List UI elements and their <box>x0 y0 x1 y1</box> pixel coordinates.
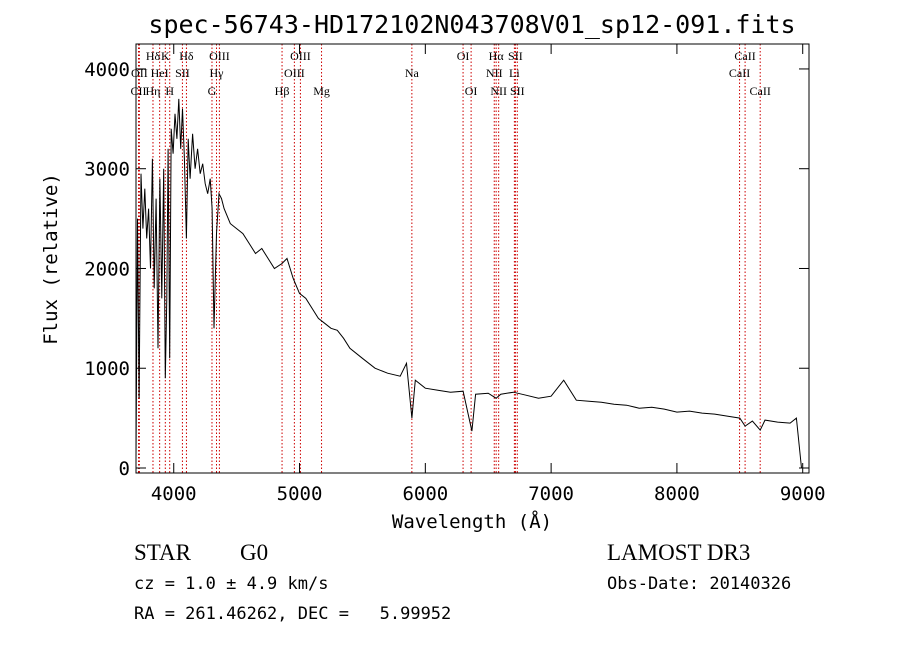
obs-date: Obs-Date: 20140326 <box>607 574 791 594</box>
line-marker-label-0: Hδ <box>146 49 161 63</box>
redshift-cz: cz = 1.0 ± 4.9 km/s <box>134 574 328 594</box>
y-tick-label-3: 3000 <box>84 159 130 181</box>
x-axis-ticks: 4000 5000 6000 7000 8000 9000 <box>151 44 826 505</box>
x-tick-label-2: 6000 <box>402 483 448 505</box>
line-markers <box>138 44 761 473</box>
line-marker-label-25: CaII <box>734 49 755 63</box>
line-marker-label-4: HeI <box>151 66 169 80</box>
line-marker-label-2: CII <box>131 84 147 98</box>
x-tick-label-0: 4000 <box>151 483 197 505</box>
line-marker-label-16: Na <box>405 66 420 80</box>
line-marker-label-24: SII <box>510 84 525 98</box>
x-tick-label-1: 5000 <box>277 483 323 505</box>
line-marker-label-27: CaII <box>750 84 771 98</box>
line-marker-label-12: OIII <box>290 49 311 63</box>
line-marker-label-5: Hη <box>146 84 161 98</box>
y-axis-ticks: 0 1000 2000 3000 4000 <box>84 59 809 480</box>
line-marker-label-3: K <box>161 49 170 63</box>
object-class: STAR <box>134 540 192 565</box>
line-marker-label-10: Hγ <box>210 66 225 80</box>
line-marker-label-21: NII <box>490 84 507 98</box>
survey-name: LAMOST DR3 <box>607 540 750 565</box>
line-marker-label-8: H <box>165 84 174 98</box>
y-tick-label-4: 4000 <box>84 59 130 81</box>
plot-frame <box>135 43 810 474</box>
line-marker-label-17: OI <box>457 49 470 63</box>
line-marker-label-13: OIII <box>284 66 305 80</box>
line-marker-label-14: Hβ <box>275 84 290 98</box>
line-marker-label-22: SII <box>508 49 523 63</box>
line-marker-label-15: Mg <box>313 84 330 98</box>
y-axis-label: Flux (relative) <box>40 173 62 345</box>
line-marker-label-26: CaII <box>729 66 750 80</box>
line-marker-label-19: Hα <box>489 49 505 63</box>
line-marker-label-6: Hδ <box>179 49 194 63</box>
ra-dec: RA = 261.46262, DEC = 5.99952 <box>134 604 451 624</box>
x-axis-label: Wavelength (Å) <box>392 510 552 533</box>
line-marker-label-9: OIII <box>209 49 230 63</box>
line-marker-label-11: G <box>208 84 217 98</box>
object-subclass: G0 <box>240 540 268 565</box>
chart-title: spec-56743-HD172102N043708V01_sp12-091.f… <box>148 10 795 39</box>
x-tick-label-5: 9000 <box>780 483 826 505</box>
x-tick-label-3: 7000 <box>528 483 574 505</box>
line-marker-label-23: Li <box>509 66 520 80</box>
line-marker-label-18: OI <box>465 84 478 98</box>
y-tick-label-0: 0 <box>119 458 130 480</box>
spectrum-line <box>135 98 802 469</box>
line-marker-label-20: NII <box>486 66 503 80</box>
line-marker-label-7: SII <box>175 66 190 80</box>
y-tick-label-2: 2000 <box>84 258 130 280</box>
line-marker-label-1: OII <box>131 66 148 80</box>
x-tick-label-4: 8000 <box>654 483 700 505</box>
y-tick-label-1: 1000 <box>84 358 130 380</box>
